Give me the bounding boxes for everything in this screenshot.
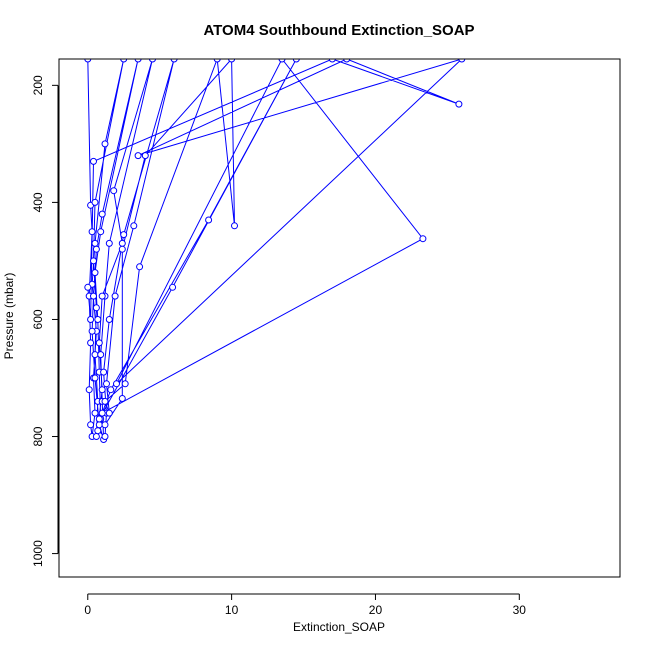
data-point [149, 59, 156, 63]
data-point [292, 59, 300, 63]
data-point [213, 59, 221, 63]
data-point [231, 222, 238, 230]
data-point [98, 292, 106, 300]
data-point [111, 292, 119, 300]
data-point [90, 157, 97, 165]
data-point [84, 283, 92, 291]
data-point [91, 374, 99, 382]
data-point [130, 222, 138, 230]
data-point [91, 198, 99, 206]
data-point [88, 327, 96, 335]
data-point [92, 433, 100, 440]
data-point [228, 59, 236, 63]
data-point [91, 269, 99, 277]
data-point [84, 59, 92, 63]
data-point [95, 415, 103, 423]
series-line-0 [87, 59, 463, 440]
data-point [92, 245, 100, 253]
y-axis-label: Pressure (mbar) [2, 273, 16, 360]
data-point [94, 427, 102, 435]
x-axis: 0 10 20 30 [84, 593, 527, 617]
data-point [134, 59, 142, 63]
data-point [91, 239, 99, 247]
data-point [87, 339, 95, 347]
data-point [98, 210, 106, 218]
data-point [136, 263, 144, 271]
data-point [134, 152, 142, 160]
x-tick-label: 0 [84, 603, 91, 617]
data-point [105, 409, 113, 417]
data-point [97, 351, 105, 359]
plot-lines [87, 59, 463, 440]
data-point [95, 421, 103, 429]
data-point [328, 59, 336, 63]
x-tick-label: 30 [513, 603, 527, 617]
data-point [110, 187, 118, 195]
y-tick-label: 600 [31, 309, 45, 329]
data-point [90, 257, 97, 265]
data-point [169, 283, 177, 291]
y-tick-label: 1000 [31, 540, 45, 567]
data-point [458, 59, 466, 63]
chart-title: ATOM4 Southbound Extinction_SOAP [203, 22, 474, 39]
data-point [91, 409, 99, 417]
data-point [278, 59, 286, 63]
data-point [105, 239, 113, 247]
data-point [113, 380, 120, 388]
data-point [455, 100, 463, 108]
data-point [205, 216, 213, 224]
x-axis-label: Extinction_SOAP [293, 620, 385, 634]
data-point [343, 59, 351, 63]
data-point [120, 59, 128, 63]
data-point [118, 395, 126, 402]
data-point [98, 409, 106, 417]
y-tick-label: 200 [31, 75, 45, 95]
data-point [120, 231, 128, 239]
data-point [118, 245, 126, 253]
data-point [103, 380, 110, 388]
data-point [85, 386, 93, 394]
data-point [98, 386, 106, 394]
y-axis: 200 400 600 800 1000 [31, 75, 59, 567]
data-point [170, 59, 178, 63]
data-point [121, 380, 129, 388]
data-point [105, 316, 113, 323]
x-tick-label: 10 [225, 603, 239, 617]
data-point [118, 239, 126, 247]
data-point [97, 228, 105, 236]
data-point [90, 292, 97, 300]
data-point [101, 140, 109, 148]
data-point [91, 351, 99, 359]
data-point [107, 386, 115, 394]
x-tick-label: 20 [369, 603, 383, 617]
data-point [92, 304, 100, 312]
y-tick-label: 400 [31, 192, 45, 212]
data-point [88, 228, 96, 236]
plot-frame [58, 58, 621, 578]
y-tick-label: 800 [31, 426, 45, 446]
data-point [94, 316, 102, 323]
data-point [101, 421, 109, 429]
data-point [95, 339, 103, 347]
data-point [87, 421, 95, 429]
plot-points [84, 59, 466, 443]
data-point [419, 235, 427, 243]
data-point [101, 397, 109, 405]
data-point [100, 368, 108, 376]
data-point [141, 152, 149, 160]
data-point [101, 433, 109, 440]
data-point [87, 316, 95, 323]
